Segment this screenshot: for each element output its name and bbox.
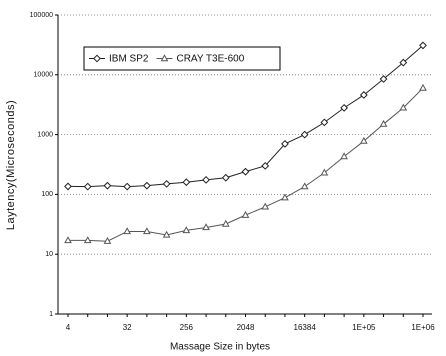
marker bbox=[379, 119, 388, 127]
legend-marker bbox=[160, 54, 169, 62]
x-tick-label: 1E+06 bbox=[411, 323, 435, 332]
y-tick-label: 100000 bbox=[30, 12, 53, 19]
marker bbox=[320, 118, 329, 127]
marker bbox=[64, 182, 72, 191]
legend-box bbox=[83, 46, 281, 71]
marker bbox=[359, 91, 368, 99]
marker bbox=[202, 223, 210, 231]
marker bbox=[221, 173, 230, 182]
legend-marker bbox=[93, 54, 101, 63]
marker bbox=[182, 178, 191, 187]
x-tick-label: 32 bbox=[123, 323, 132, 332]
marker bbox=[202, 175, 210, 184]
x-tick-label: 256 bbox=[180, 323, 194, 332]
marker bbox=[103, 181, 112, 190]
marker bbox=[221, 219, 230, 227]
marker bbox=[379, 75, 388, 83]
marker bbox=[123, 227, 132, 235]
marker bbox=[162, 230, 171, 238]
marker bbox=[399, 103, 408, 111]
marker bbox=[300, 182, 309, 190]
y-tick-label: 1000 bbox=[37, 131, 53, 138]
marker bbox=[359, 136, 368, 144]
x-tick-label: 4 bbox=[66, 323, 71, 332]
y-axis-label: Laytency(Microseconds) bbox=[5, 100, 17, 230]
marker bbox=[340, 103, 349, 112]
x-tick-label: 1E+05 bbox=[352, 323, 376, 332]
y-tick-label: 10 bbox=[45, 251, 53, 258]
marker bbox=[419, 41, 427, 50]
marker bbox=[83, 182, 92, 191]
marker bbox=[123, 182, 132, 191]
x-tick-label: 16384 bbox=[294, 323, 317, 332]
marker bbox=[261, 202, 270, 210]
x-tick-label: 2048 bbox=[237, 323, 255, 332]
marker bbox=[300, 130, 309, 139]
marker bbox=[241, 210, 250, 218]
y-tick-label: 100 bbox=[41, 191, 53, 198]
marker bbox=[399, 58, 408, 67]
marker bbox=[340, 152, 348, 160]
marker bbox=[142, 181, 151, 190]
legend-label: CRAY T3E-600 bbox=[176, 54, 244, 65]
marker bbox=[241, 167, 250, 176]
marker bbox=[281, 139, 289, 148]
marker bbox=[281, 193, 289, 201]
legend-label: IBM SP2 bbox=[109, 54, 149, 65]
marker bbox=[103, 236, 112, 244]
marker bbox=[143, 227, 151, 235]
marker bbox=[419, 83, 427, 91]
marker bbox=[261, 161, 270, 170]
y-tick-label: 10000 bbox=[34, 72, 54, 79]
x-axis-label: Massage Size in bytes bbox=[170, 342, 270, 353]
marker bbox=[320, 168, 329, 176]
marker bbox=[162, 179, 171, 188]
y-tick-label: 1 bbox=[49, 311, 53, 318]
marker bbox=[64, 236, 72, 244]
marker bbox=[83, 236, 92, 244]
marker bbox=[182, 226, 191, 234]
series-line bbox=[68, 87, 424, 242]
